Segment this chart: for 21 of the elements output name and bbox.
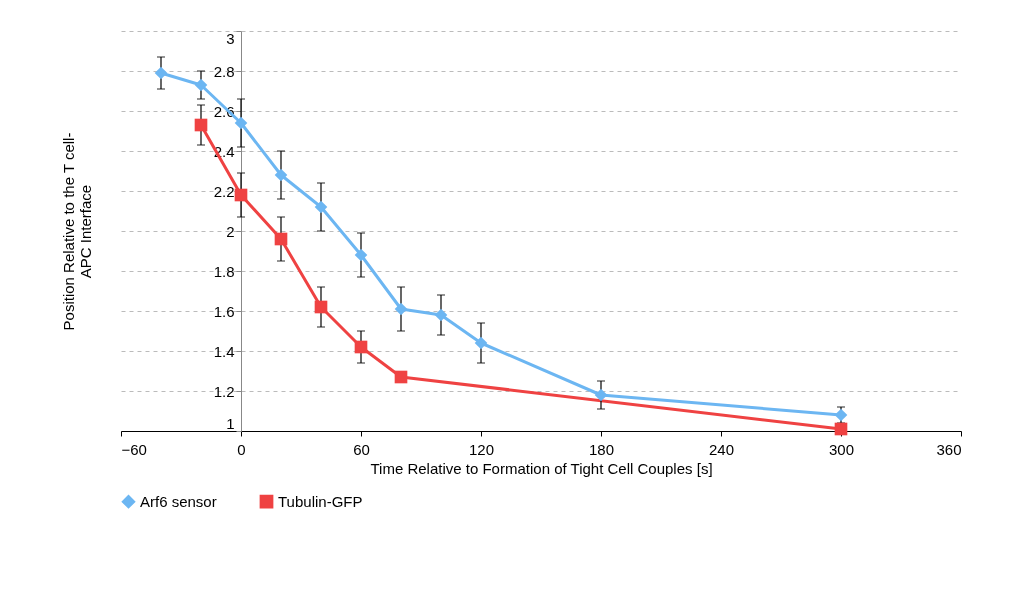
x-tick-label: −60 [121, 440, 147, 458]
legend-label: Tubulin-GFP [278, 492, 363, 510]
x-tick-label: 240 [708, 440, 735, 458]
x-tick-label: 300 [828, 440, 855, 458]
x-tick-label: 0 [237, 440, 246, 458]
y-tick-label: 1.8 [213, 262, 235, 280]
y-tick-label: 1.2 [213, 382, 235, 400]
y-tick-label: 3 [226, 29, 235, 47]
legend-label: Arf6 sensor [140, 492, 217, 510]
y-tick-label: 2.8 [213, 62, 235, 80]
x-tick-label: 120 [468, 440, 495, 458]
x-axis-title: Time Relative to Formation of Tight Cell Couples [s] [370, 459, 713, 477]
y-tick-label: 1 [226, 414, 235, 432]
x-tick-label: 180 [588, 440, 615, 458]
x-tick-label: 60 [353, 440, 370, 458]
y-tick-label: 2.2 [213, 182, 235, 200]
y-tick-label: 1.6 [213, 302, 235, 320]
y-axis-title: Position Relative to the T cell- APC Interface [59, 132, 94, 331]
y-tick-label: 2 [226, 222, 235, 240]
y-tick-label: 1.4 [213, 342, 235, 360]
x-tick-label: 360 [936, 440, 962, 458]
